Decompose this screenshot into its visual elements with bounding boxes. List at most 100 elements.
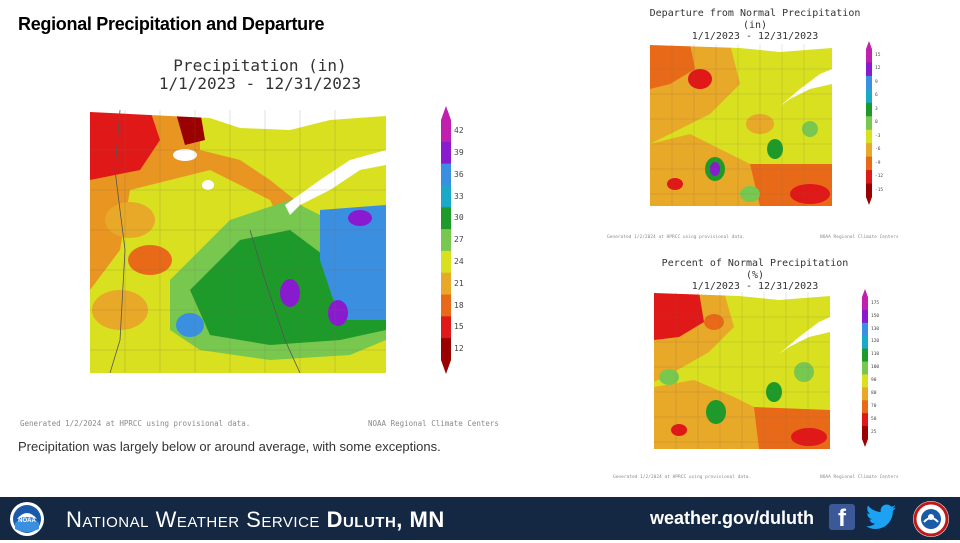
colorbar-label: 175 [871,300,880,306]
nws-logo-icon[interactable] [912,500,950,538]
colorbar-label: 25 [871,429,877,435]
colorbar-segment [441,272,451,296]
colorbar-segment [866,143,872,158]
colorbar-label: 30 [454,213,464,223]
colorbar-segment [441,207,451,230]
departure-map-title: Departure from Normal Precipitation (in)… [649,8,861,42]
colorbar-label: 50 [871,416,877,422]
noaa-logo-label: NOAA [18,518,36,524]
colorbar-label: -12 [875,174,884,180]
colorbar-label: 80 [871,391,877,397]
colorbar-label: 12 [875,66,881,72]
colorbar-segment [866,116,872,131]
colorbar-label: 0 [875,120,878,126]
colorbar-segment [441,294,451,317]
colorbar-label: 90 [871,378,877,384]
colorbar-label: 150 [871,313,880,319]
colorbar-label: 9 [875,79,878,85]
percent-credit-right: NOAA Regional Climate Centers [820,475,899,480]
colorbar-segment [866,49,872,63]
colorbar-label: 110 [871,352,880,358]
colorbar-label: 39 [454,147,464,157]
colorbar-label: 42 [454,126,464,136]
colorbar-segment [862,335,868,350]
colorbar-label: 130 [871,326,880,332]
slide-title: Regional Precipitation and Departure [18,14,325,34]
colorbar-segment [866,170,872,185]
precipitation-credit-right: NOAA Regional Climate Centers [368,419,499,428]
colorbar-label: -6 [875,147,881,153]
colorbar-tip-top [866,41,872,49]
colorbar-segment [441,163,451,186]
colorbar-segment [441,120,451,143]
colorbar-segment [866,89,872,104]
colorbar-label: 18 [454,300,464,310]
departure-credit-right: NOAA Regional Climate Centers [820,235,899,240]
colorbar-tip-bottom [862,439,868,447]
colorbar-segment [862,374,868,388]
slide-caption: Precipitation was largely below or aroun… [18,439,441,454]
colorbar-segment [862,297,868,311]
percent-map-title: Percent of Normal Precipitation (%) 1/1/… [661,258,849,292]
footer-bar: NOAA National Weather Service Duluth, MN… [0,497,960,540]
colorbar-label: 120 [871,339,880,345]
colorbar-segment [441,185,451,208]
colorbar-label: 3 [875,106,878,112]
colorbar-label: 100 [871,365,880,371]
colorbar-label: 24 [454,257,464,267]
precipitation-map-title: Precipitation (in) 1/1/2023 - 12/31/2023 [158,56,362,94]
colorbar-segment [441,250,451,274]
twitter-icon[interactable] [866,504,896,530]
colorbar-tip-top [862,289,868,297]
colorbar-label: -15 [875,187,884,193]
colorbar-segment [866,62,872,77]
colorbar-segment [866,129,872,144]
colorbar-segment [862,322,868,337]
colorbar-label: -9 [875,160,881,166]
percent-credit-left: Generated 1/2/2024 at HPRCC using provis… [613,475,752,480]
website-link[interactable]: weather.gov/duluth [650,508,815,528]
colorbar-segment [441,338,451,361]
departure-credit-left: Generated 1/2/2024 at HPRCC using provis… [607,235,746,240]
departure-colorbar [866,41,872,210]
colorbar-segment [862,361,868,375]
percent-map-image [654,292,830,449]
colorbar-segment [441,229,451,252]
colorbar-label: 15 [454,322,464,332]
departure-map-image [650,44,832,206]
colorbar-segment [866,102,872,117]
colorbar-segment [862,413,868,427]
colorbar-label: 6 [875,93,878,99]
colorbar-segment [862,348,868,363]
colorbar-label: 70 [871,404,877,410]
colorbar-segment [441,141,451,165]
colorbar-segment [866,75,872,90]
noaa-logo-icon[interactable]: NOAA [9,501,45,537]
colorbar-segment [441,316,451,339]
colorbar-label: 33 [454,191,464,201]
colorbar-segment [862,309,868,324]
colorbar-segment [866,156,872,171]
colorbar-label: 27 [454,235,464,245]
colorbar-label: -3 [875,133,881,139]
precipitation-colorbar [441,106,451,379]
facebook-glyph: f [838,505,846,530]
colorbar-segment [862,387,868,401]
precipitation-credit-left: Generated 1/2/2024 at HPRCC using provis… [20,419,251,428]
nws-org-name: National Weather Service [66,507,320,532]
colorbar-label: 15 [875,53,881,59]
colorbar-segment [862,400,868,414]
facebook-icon[interactable]: f [829,504,855,530]
colorbar-tip-bottom [866,197,872,205]
colorbar-segment [862,426,868,440]
colorbar-tip-bottom [441,360,451,374]
colorbar-label: 21 [454,278,464,288]
colorbar-label: 36 [454,169,464,179]
precipitation-map-image [90,110,386,373]
colorbar-label: 12 [454,344,464,354]
nws-office: Duluth, MN [326,507,445,532]
colorbar-segment [866,183,872,198]
nws-office-name: National Weather Service Duluth, MN [66,507,445,533]
percent-colorbar [862,289,868,452]
colorbar-tip-top [441,106,451,120]
